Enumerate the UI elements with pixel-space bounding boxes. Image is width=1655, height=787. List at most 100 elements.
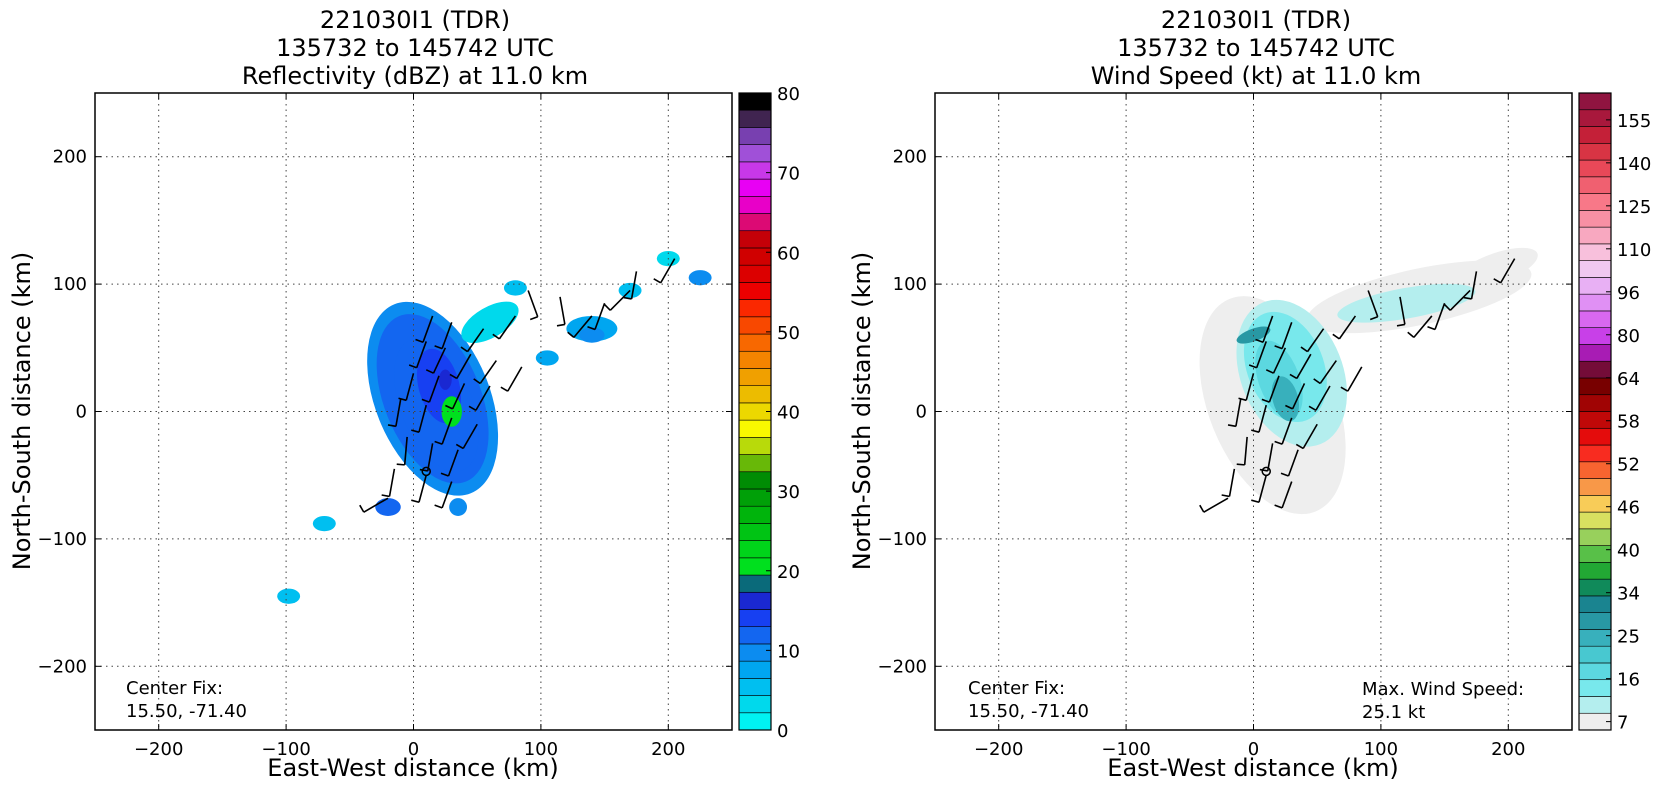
colorbar-swatch	[738, 350, 772, 369]
center-fix-label: Center Fix:	[968, 678, 1065, 699]
wind-barb-flag	[1396, 323, 1406, 327]
wind-barb-flag	[1236, 463, 1245, 466]
colorbar-swatch	[1578, 126, 1612, 144]
colorbar-swatch	[1578, 461, 1612, 479]
wind-barb	[1281, 417, 1293, 445]
echo-blob	[688, 270, 712, 286]
echo-blob	[503, 280, 527, 296]
wind-barbs	[359, 258, 676, 513]
echo-blob	[535, 350, 559, 366]
y-axis-label: North-South distance (km)	[848, 252, 876, 571]
colorbar-swatch	[1578, 427, 1612, 446]
wind-barb-flag	[411, 499, 420, 504]
wind-barb	[363, 497, 389, 513]
colorbar: 7 16 25 34 40 46 52 58 64 80 96 110 125 140 155	[1578, 92, 1651, 734]
x-tick-label: 100	[1364, 739, 1398, 760]
y-tick-label: 200	[53, 147, 87, 168]
center-fix-value: 15.50, -71.40	[126, 701, 247, 722]
x-tick-label: 0	[408, 739, 419, 760]
wind-barb-flag	[1274, 345, 1283, 350]
colorbar-tick-label: 40	[777, 403, 800, 424]
colorbar-tick-label: 60	[777, 243, 800, 264]
colorbar-swatch	[1578, 444, 1612, 463]
wind-barb-flag	[398, 397, 407, 402]
colorbar-swatch	[738, 195, 772, 214]
wind-barb	[428, 375, 440, 403]
wind-barb	[1306, 328, 1325, 353]
wind-barb	[507, 366, 523, 392]
wind-barb-flag	[1280, 472, 1289, 477]
wind-barb	[609, 289, 631, 311]
y-tick-label: 0	[76, 402, 87, 423]
axis-ticks: −200 −100 0 100 200 −200 −100 0 100 200	[38, 93, 732, 760]
colorbar-swatch	[738, 712, 772, 731]
y-tick-label: 100	[53, 274, 87, 295]
colorbar-swatch	[738, 591, 772, 610]
colorbar-swatch	[1578, 176, 1612, 194]
wind-barb	[388, 468, 396, 497]
colorbar-swatch	[1578, 92, 1612, 111]
y-tick-label: 100	[893, 274, 927, 295]
colorbar-tick-label: 52	[1617, 455, 1640, 476]
colorbar-swatch	[1578, 327, 1612, 345]
colorbar-swatch	[1578, 260, 1612, 278]
colorbar-swatch	[1578, 595, 1612, 613]
wind-barb-flag	[1238, 397, 1247, 402]
colorbar-swatch	[738, 213, 772, 232]
chart-title-line-1: 221030I1 (TDR)	[320, 6, 510, 34]
chart-title-line-1: 221030I1 (TDR)	[1161, 6, 1351, 34]
wind-barb-flag	[1285, 404, 1293, 410]
colorbar: 0 10 20 30 40 50 60 70 80	[738, 84, 800, 742]
reflectivity-echoes	[277, 250, 712, 604]
wind-barb-flag	[604, 304, 611, 311]
wind-barb	[1287, 449, 1299, 477]
colorbar-swatch	[738, 574, 772, 593]
wind-barb	[1449, 289, 1471, 311]
wind-barb-flag	[1289, 373, 1298, 380]
colorbar-swatch	[738, 247, 772, 266]
wind-barb-flag	[440, 472, 449, 477]
wind-barb	[479, 360, 497, 384]
wind-barb	[659, 258, 676, 284]
wind-barb-flag	[587, 326, 596, 331]
wind-barb-flag	[419, 468, 428, 472]
wind-barb-flag	[1300, 346, 1308, 353]
colorbar-swatch	[738, 540, 772, 559]
colorbar-swatch	[738, 643, 772, 662]
colorbar-swatch	[1578, 662, 1612, 681]
wind-barb	[630, 271, 638, 300]
colorbar-swatch	[1578, 344, 1612, 362]
colorbar-swatch	[738, 505, 772, 524]
wind-barb	[1315, 385, 1331, 411]
wind-barb-flag	[460, 346, 468, 353]
colorbar-swatch	[1578, 377, 1612, 396]
x-tick-label: 0	[1248, 739, 1259, 760]
wind-barb	[1258, 474, 1268, 503]
wind-barb	[1347, 366, 1363, 392]
wind-barb	[1338, 315, 1357, 340]
wind-barb-flag	[500, 386, 509, 392]
colorbar-swatch	[738, 127, 772, 145]
wind-barb	[1243, 436, 1248, 465]
calm-wind-circle	[1261, 466, 1271, 477]
wind-barb	[1470, 271, 1478, 300]
wind-barb	[475, 385, 491, 411]
colorbar-swatch	[738, 523, 772, 541]
max-wind-label: Max. Wind Speed:	[1362, 679, 1524, 700]
colorbar-swatch	[738, 299, 772, 318]
colorbar-swatch	[738, 557, 772, 576]
colorbar-swatch	[1578, 495, 1612, 513]
wind-barb-flag	[1407, 331, 1415, 339]
colorbar-frame	[1578, 92, 1612, 731]
colorbar-tick-label: 96	[1617, 283, 1640, 304]
wind-barb-flag	[1295, 443, 1304, 450]
wind-barb-flag	[1227, 424, 1237, 428]
colorbar-swatch	[738, 660, 772, 679]
wind-barb-flag	[449, 373, 458, 380]
colorbar-swatch	[1578, 679, 1612, 697]
colorbar-swatch	[738, 454, 772, 473]
y-tick-label: 0	[916, 402, 927, 423]
axis-ticks: −200 −100 0 100 200 −200 −100 0 100 200	[878, 93, 1572, 760]
echo-blob	[618, 282, 642, 299]
wind-barb	[395, 398, 402, 427]
